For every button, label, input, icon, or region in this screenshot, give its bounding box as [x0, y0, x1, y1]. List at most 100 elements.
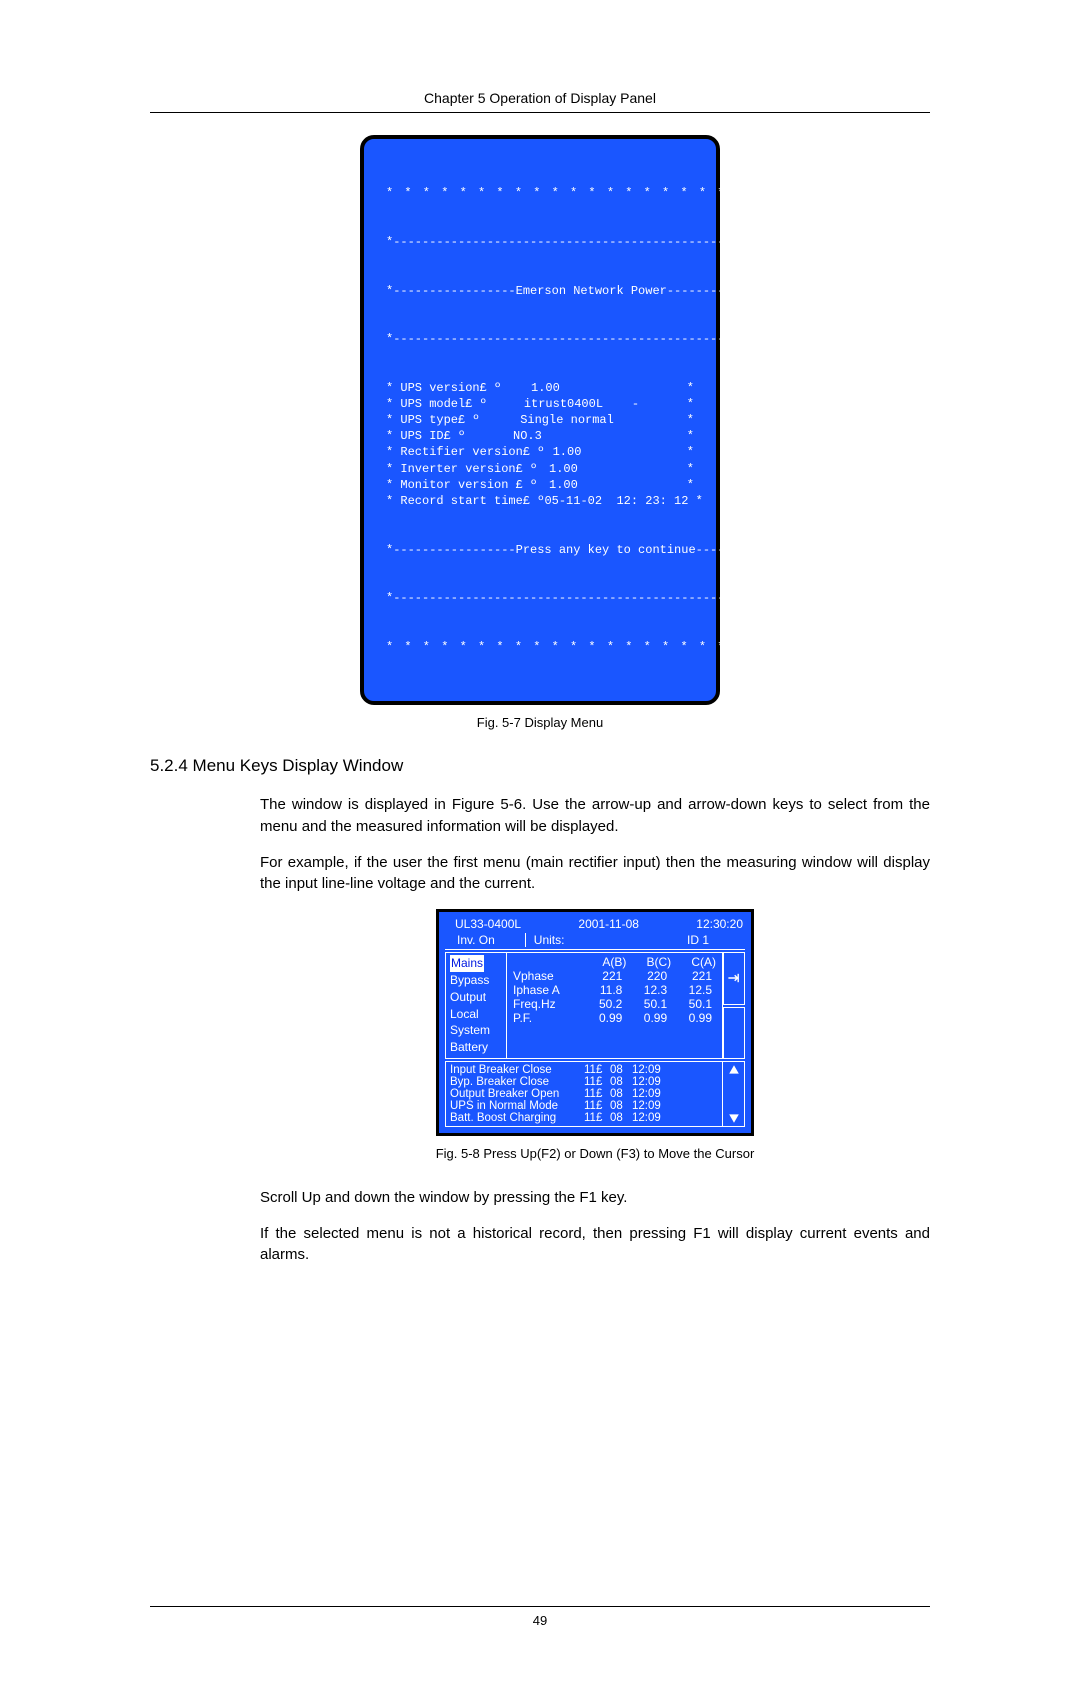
star-row-bottom: * * * * * * * * * * * * * * * * * * * * … [386, 639, 694, 655]
info-value: Single normal [520, 412, 640, 428]
banner-title: *-----------------Emerson Network Power-… [386, 283, 694, 299]
info-label: * UPS ID£ º [386, 428, 465, 444]
mid-panel: MainsBypassOutputLocalSystemBattery A(B)… [445, 952, 745, 1059]
info-row-star: * [681, 396, 694, 412]
paragraph-4: If the selected menu is not a historical… [260, 1223, 930, 1267]
info-label: * UPS model£ º [386, 396, 487, 412]
measurement-table: A(B)B(C)C(A)Vphase221220221Iphase A11.81… [511, 955, 718, 1025]
id-label: ID 1 [677, 933, 709, 947]
paragraph-1: The window is displayed in Figure 5-6. U… [260, 794, 930, 838]
info-row: * UPS model£ º itrust0400L - * [386, 396, 694, 412]
data-cell: 221 [584, 969, 629, 983]
chapter-header: Chapter 5 Operation of Display Panel [150, 90, 930, 106]
info-row: * UPS version£ º1.00* [386, 380, 694, 396]
time-label: 12:30:20 [696, 917, 743, 931]
paragraph-3: Scroll Up and down the window by pressin… [260, 1187, 930, 1209]
status-bar-top: UL33-0400L 2001-11-08 12:30:20 [445, 917, 745, 933]
event-day: 11£ [584, 1088, 606, 1100]
info-label: * Record start time£ º [386, 493, 544, 509]
info-label: * Monitor version £ º [386, 477, 537, 493]
info-value: 1.00 [549, 461, 669, 477]
info-row-star: * [681, 477, 694, 493]
row-label: Freq.Hz [511, 997, 584, 1011]
col-header [511, 955, 584, 969]
events-panel: Input Breaker Close11£0812:09Byp. Breake… [445, 1061, 723, 1127]
info-label: * UPS version£ º [386, 380, 501, 396]
menu-item-mains[interactable]: Mains [450, 955, 484, 972]
menu-item-system[interactable]: System [450, 1022, 502, 1039]
dash-row: *---------------------------------------… [386, 234, 694, 250]
info-row-star: * [681, 444, 694, 460]
header-rule [150, 112, 930, 113]
menu-item-output[interactable]: Output [450, 989, 502, 1006]
info-rows: * UPS version£ º 1.00 * * UPS model£ º itrus… [386, 380, 694, 510]
menu-item-battery[interactable]: Battery [450, 1039, 502, 1056]
model-label: UL33-0400L [455, 917, 521, 931]
data-cell: 12.5 [673, 983, 718, 997]
info-row: * Rectifier version£ º 1.00 * [386, 444, 694, 460]
page: Chapter 5 Operation of Display Panel * *… [0, 0, 1080, 1688]
info-row-star: * [681, 412, 694, 428]
menu-window-screen: UL33-0400L 2001-11-08 12:30:20 Inv. On U… [436, 909, 754, 1136]
display-menu-figure: * * * * * * * * * * * * * * * * * * * * … [150, 135, 930, 730]
arrow-down-icon[interactable] [728, 1112, 740, 1124]
scroll-arrows [723, 1061, 745, 1127]
event-time: 12:09 [632, 1088, 672, 1100]
data-cell: 11.8 [584, 983, 629, 997]
event-day: 11£ [584, 1112, 606, 1124]
paragraph-2: For example, if the user the first menu … [260, 852, 930, 896]
event-time: 12:09 [632, 1076, 672, 1088]
data-panel: A(B)B(C)C(A)Vphase221220221Iphase A11.81… [507, 952, 723, 1059]
info-row-star: * [681, 461, 694, 477]
data-cell: 50.1 [628, 997, 673, 1011]
menu-item-bypass[interactable]: Bypass [450, 972, 502, 989]
event-row: Input Breaker Close11£0812:09 [450, 1064, 718, 1076]
event-row: Byp. Breaker Close11£0812:09 [450, 1076, 718, 1088]
menu-list[interactable]: MainsBypassOutputLocalSystemBattery [445, 952, 507, 1059]
info-value: 1.00 [553, 444, 673, 460]
event-day: 11£ [584, 1064, 606, 1076]
banner-footer-text: Press any key to continue [516, 543, 696, 557]
event-month: 08 [610, 1112, 628, 1124]
event-month: 08 [610, 1088, 628, 1100]
side-icons [723, 952, 745, 1059]
dash-row-2: *---------------------------------------… [386, 331, 694, 347]
info-value: 1.00 [549, 477, 669, 493]
info-row: * UPS ID£ ºNO.3* [386, 428, 694, 444]
event-month: 08 [610, 1064, 628, 1076]
row-label: P.F. [511, 1011, 584, 1025]
event-row: UPS in Normal Mode11£0812:09 [450, 1100, 718, 1112]
info-value: 1.00 [531, 380, 651, 396]
info-row: * UPS type£ ºSingle normal* [386, 412, 694, 428]
banner-title-text: Emerson Network Power [516, 284, 667, 298]
footer-rule [150, 1606, 930, 1607]
info-row: * Monitor version £ º 1.00 * [386, 477, 694, 493]
data-cell: 12.3 [628, 983, 673, 997]
info-label: * Rectifier version£ º [386, 444, 544, 460]
info-value: itrust0400L - [524, 396, 644, 412]
figure-5-7-caption: Fig. 5-7 Display Menu [150, 715, 930, 730]
data-cell: 221 [673, 969, 718, 983]
data-cell: 50.2 [584, 997, 629, 1011]
event-row: Output Breaker Open11£0812:09 [450, 1088, 718, 1100]
info-row-star: * [681, 428, 694, 444]
col-header: C(A) [673, 955, 718, 969]
flow-icon [727, 971, 741, 985]
event-month: 08 [610, 1100, 628, 1112]
data-cell: 0.99 [628, 1011, 673, 1025]
arrow-up-icon[interactable] [728, 1064, 740, 1076]
data-cell: 50.1 [673, 997, 718, 1011]
status-bar-2: Inv. On Units: ID 1 [445, 933, 745, 950]
col-header: A(B) [584, 955, 629, 969]
figure-5-8-caption: Fig. 5-8 Press Up(F2) or Down (F3) to Mo… [260, 1146, 930, 1161]
col-header: B(C) [628, 955, 673, 969]
units-label: Units: [525, 933, 565, 947]
info-value: 05-11-02 12: 23: 12 * [544, 493, 702, 509]
info-label: * Inverter version£ º [386, 461, 537, 477]
event-time: 12:09 [632, 1100, 672, 1112]
event-name: UPS in Normal Mode [450, 1100, 580, 1112]
inverter-status: Inv. On [447, 933, 495, 947]
menu-item-local[interactable]: Local [450, 1006, 502, 1023]
banner-footer: *-----------------Press any key to conti… [386, 542, 694, 558]
date-label: 2001-11-08 [578, 917, 639, 931]
